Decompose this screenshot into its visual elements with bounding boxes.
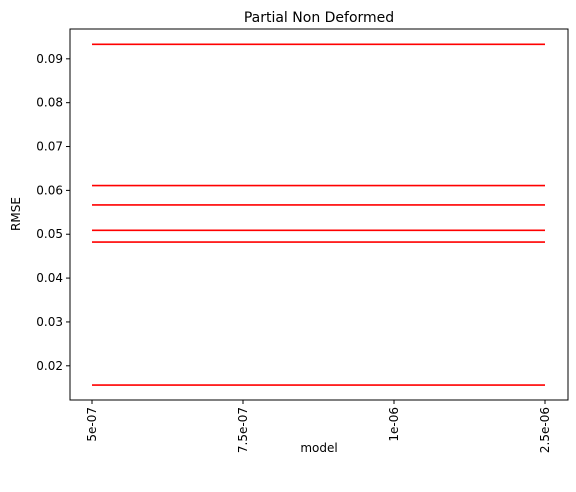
y-tick-label: 0.03 (36, 315, 63, 329)
y-tick-label: 0.08 (36, 96, 63, 110)
y-tick-label: 0.04 (36, 271, 63, 285)
y-axis-ticks: 0.02 0.03 0.04 0.05 0.06 0.07 0.08 0.09 (36, 52, 70, 373)
axes-frame (69, 28, 569, 401)
x-axis-label: model (300, 441, 337, 455)
y-tick-label: 0.06 (36, 183, 63, 197)
chart-title: Partial Non Deformed (244, 10, 394, 26)
y-tick-label: 0.05 (36, 227, 63, 241)
y-tick-label: 0.09 (36, 52, 63, 66)
plot-area (92, 43, 545, 386)
x-axis-ticks: 5e-07 7.5e-07 1e-06 2.5e-06 (85, 400, 552, 453)
x-tick-label: 1e-06 (387, 407, 401, 442)
y-axis-label: RMSE (9, 197, 23, 231)
y-tick-label: 0.07 (36, 140, 63, 154)
x-tick-label: 2.5e-06 (538, 407, 552, 453)
y-tick-label: 0.02 (36, 359, 63, 373)
x-tick-label: 7.5e-07 (236, 407, 250, 453)
x-tick-label: 5e-07 (85, 407, 99, 442)
